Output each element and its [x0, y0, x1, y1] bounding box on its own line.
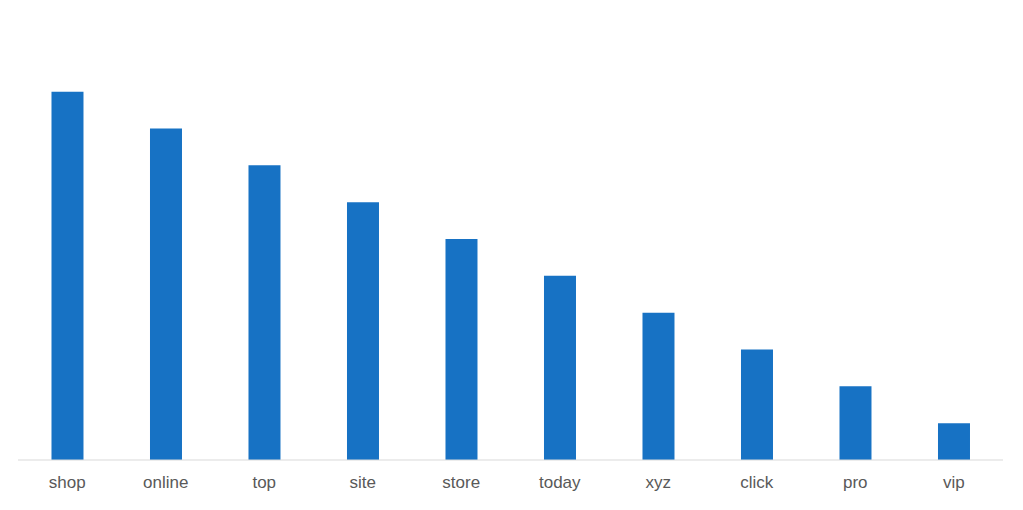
svg-text:today: today	[539, 473, 581, 492]
svg-text:shop: shop	[49, 473, 86, 492]
svg-text:pro: pro	[843, 473, 868, 492]
svg-text:vip: vip	[943, 473, 965, 492]
svg-text:site: site	[350, 473, 376, 492]
svg-text:top: top	[252, 473, 276, 492]
svg-text:online: online	[143, 473, 188, 492]
svg-text:click: click	[740, 473, 774, 492]
svg-text:store: store	[442, 473, 480, 492]
svg-text:xyz: xyz	[646, 473, 672, 492]
